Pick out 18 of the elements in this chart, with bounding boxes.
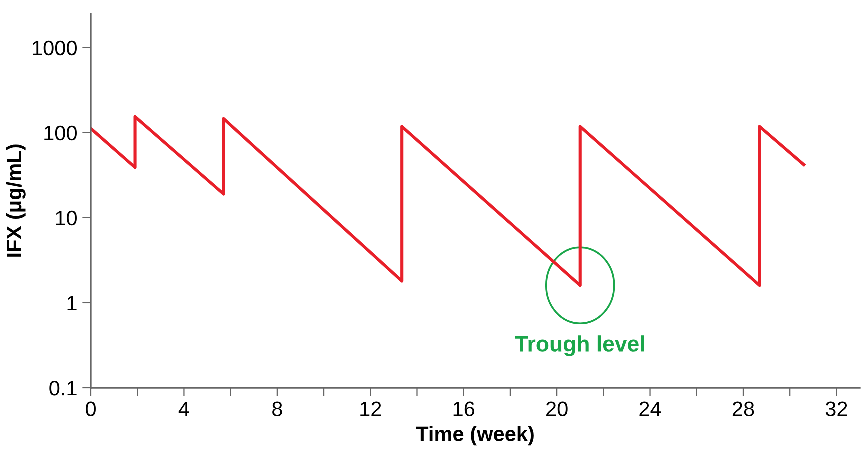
x-axis-title: Time (week): [416, 426, 534, 446]
x-tick-label: 28: [732, 402, 754, 416]
x-tick-label: 16: [454, 402, 475, 416]
x-tick-label: 24: [640, 402, 662, 416]
y-axis-title: IFX (μg/mL): [6, 144, 26, 257]
y-tick-label: 1: [68, 296, 77, 311]
x-tick-label: 8: [272, 402, 282, 416]
x-tick-label: 4: [178, 402, 190, 416]
line-series: [91, 115, 806, 288]
y-tick-label: 1000: [33, 40, 77, 56]
x-tick-label: 32: [826, 402, 848, 416]
x-tick-label: 20: [546, 402, 568, 416]
x-tick-label: 0: [86, 402, 96, 416]
y-tick-label: 0.1: [50, 381, 77, 396]
x-tick-label: 12: [360, 402, 382, 416]
y-tick-label: 100: [44, 126, 77, 141]
y-tick-label: 10: [56, 210, 77, 226]
annotation: Trough level: [515, 336, 644, 356]
